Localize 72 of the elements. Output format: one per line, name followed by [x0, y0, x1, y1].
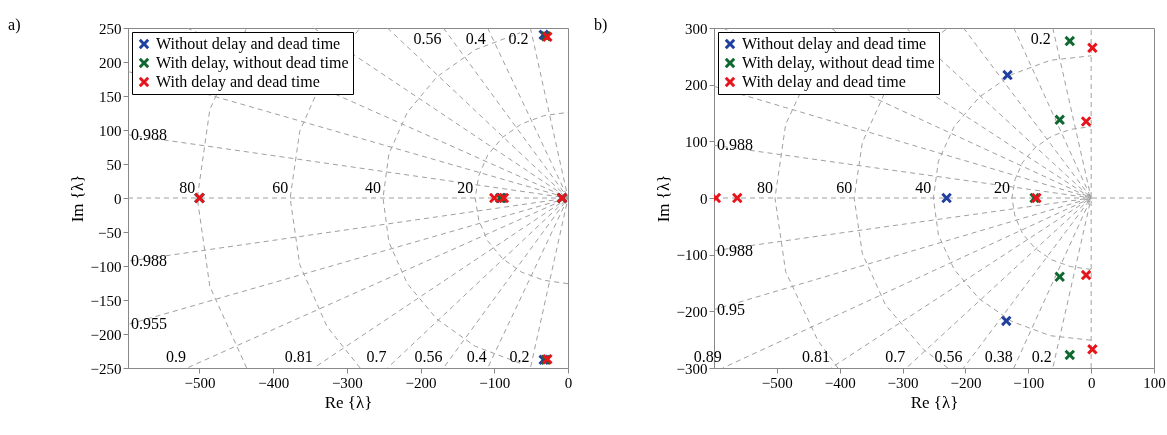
chart-title: b): [594, 16, 608, 34]
annotation: 0.988: [717, 136, 753, 154]
annotation: 0.4: [466, 348, 487, 365]
annotation: 0.95: [717, 300, 745, 318]
y-tick-label: 150: [99, 88, 122, 105]
annotation: 80: [179, 179, 196, 196]
chart-title: a): [8, 16, 21, 34]
y-tick-label: 300: [685, 20, 708, 37]
annotation: 0.89: [693, 348, 722, 365]
x-tick-label: 0: [564, 374, 573, 391]
annotation: 40: [365, 179, 382, 196]
y-tick-label: 250: [99, 20, 122, 37]
legend-label: With delay and dead time: [156, 73, 320, 91]
y-tick-label: 200: [685, 77, 708, 94]
annotation: 0.988: [131, 252, 167, 270]
annotation: 40: [915, 179, 932, 196]
annotation: 0.988: [131, 125, 167, 143]
legend-label: With delay, without dead time: [156, 54, 349, 72]
y-tick-label: −250: [90, 360, 122, 377]
legend-label: Without delay and dead time: [742, 35, 927, 53]
y-tick-label: 0: [700, 190, 708, 207]
y-tick-label: −50: [98, 224, 122, 241]
x-tick-label: −300: [331, 374, 363, 391]
annotation: 0.56: [934, 348, 963, 365]
x-tick-label: −500: [184, 374, 216, 391]
x-axis-title: Re {λ}: [324, 392, 373, 412]
y-tick-label: −100: [676, 247, 708, 264]
legend-label: With delay and dead time: [742, 73, 906, 91]
y-tick-label: −200: [90, 326, 122, 343]
annotation: 0.38: [984, 348, 1013, 365]
y-axis-title: Im {λ}: [67, 174, 87, 223]
y-tick-label: −150: [90, 292, 122, 309]
annotation: 0.81: [801, 348, 830, 365]
annotation: 20: [457, 179, 474, 196]
x-tick-label: −200: [950, 374, 982, 391]
y-tick-label: 100: [99, 122, 122, 139]
annotation: 0.988: [717, 241, 753, 259]
y-axis-title: Im {λ}: [653, 174, 673, 223]
y-tick-label: 100: [685, 133, 708, 150]
annotation: 0.955: [131, 315, 167, 333]
annotation: 0.9: [165, 348, 186, 365]
x-tick-label: 0: [1087, 374, 1096, 391]
annotation: 0.2: [509, 348, 530, 365]
annotation: 60: [272, 179, 289, 196]
annotation: 0.7: [885, 348, 906, 365]
x-tick-label: −500: [761, 374, 793, 391]
annotation: 0.2: [1030, 30, 1051, 47]
y-tick-label: 50: [106, 156, 122, 173]
annotation: 0.2: [1031, 348, 1052, 365]
annotation: 20: [993, 179, 1010, 196]
annotation: 60: [836, 179, 853, 196]
annotation: 0.56: [413, 30, 442, 47]
annotation: 0.2: [508, 30, 529, 47]
x-tick-label: −200: [405, 374, 437, 391]
annotation: 80: [756, 179, 773, 196]
x-tick-label: −300: [887, 374, 919, 391]
legend-label: Without delay and dead time: [156, 35, 341, 53]
x-tick-label: −100: [479, 374, 511, 391]
annotation: 0.7: [366, 348, 387, 365]
x-axis-title: Re {λ}: [910, 392, 959, 412]
y-tick-label: 200: [99, 54, 122, 71]
legend-label: With delay, without dead time: [742, 54, 935, 72]
y-tick-label: 0: [114, 190, 122, 207]
x-tick-label: 100: [1143, 374, 1166, 391]
x-tick-label: −100: [1013, 374, 1045, 391]
y-tick-label: −100: [90, 258, 122, 275]
annotation: 0.81: [284, 348, 313, 365]
annotation: 0.56: [414, 348, 443, 365]
x-tick-label: −400: [258, 374, 290, 391]
x-tick-label: −400: [824, 374, 856, 391]
y-tick-label: −200: [676, 303, 708, 320]
annotation: 0.4: [465, 30, 486, 47]
